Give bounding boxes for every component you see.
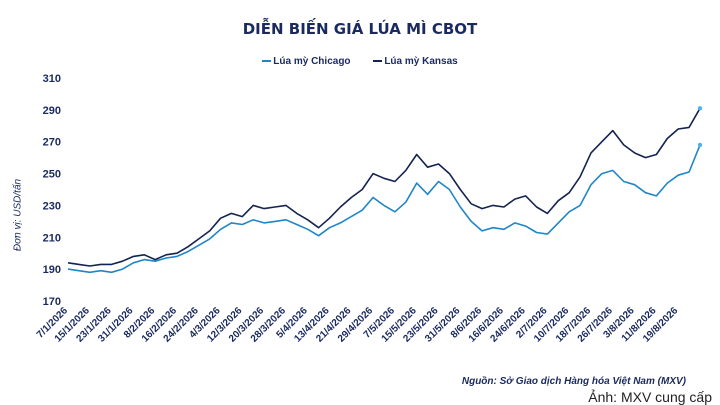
y-tick-label-170: 170 <box>43 296 61 308</box>
series-line-chicago <box>67 144 701 274</box>
chart-title: DIỄN BIẾN GIÁ LÚA MÌ CBOT <box>242 20 478 38</box>
series-line-kansas <box>67 107 701 267</box>
legend-item-chicago: Lúa mỳ Chicago <box>262 55 351 67</box>
legend-swatch-kansas <box>373 60 383 62</box>
source-note: Nguồn: Sở Giao dịch Hàng hóa Việt Nam (M… <box>461 376 686 387</box>
chart-legend: Lúa mỳ Chicago Lúa mỳ Kansas <box>0 54 720 67</box>
y-tick-label-190: 190 <box>43 264 61 276</box>
y-tick-label-250: 250 <box>43 169 61 181</box>
legend-label-chicago: Lúa mỳ Chicago <box>273 55 351 67</box>
y-tick-label-270: 270 <box>43 137 61 149</box>
legend-label-kansas: Lúa mỳ Kansas <box>384 55 458 67</box>
y-tick-label-310: 310 <box>43 73 61 85</box>
photo-credit: Ảnh: MXV cung cấp <box>586 389 714 405</box>
y-tick-label-290: 290 <box>43 105 61 117</box>
legend-swatch-chicago <box>262 60 272 62</box>
series-endpoint-kansas <box>697 106 703 111</box>
y-tick-label-230: 230 <box>43 200 61 212</box>
y-tick-label-210: 210 <box>43 232 61 244</box>
legend-item-kansas: Lúa mỳ Kansas <box>373 55 458 67</box>
series-endpoint-chicago <box>697 142 703 148</box>
